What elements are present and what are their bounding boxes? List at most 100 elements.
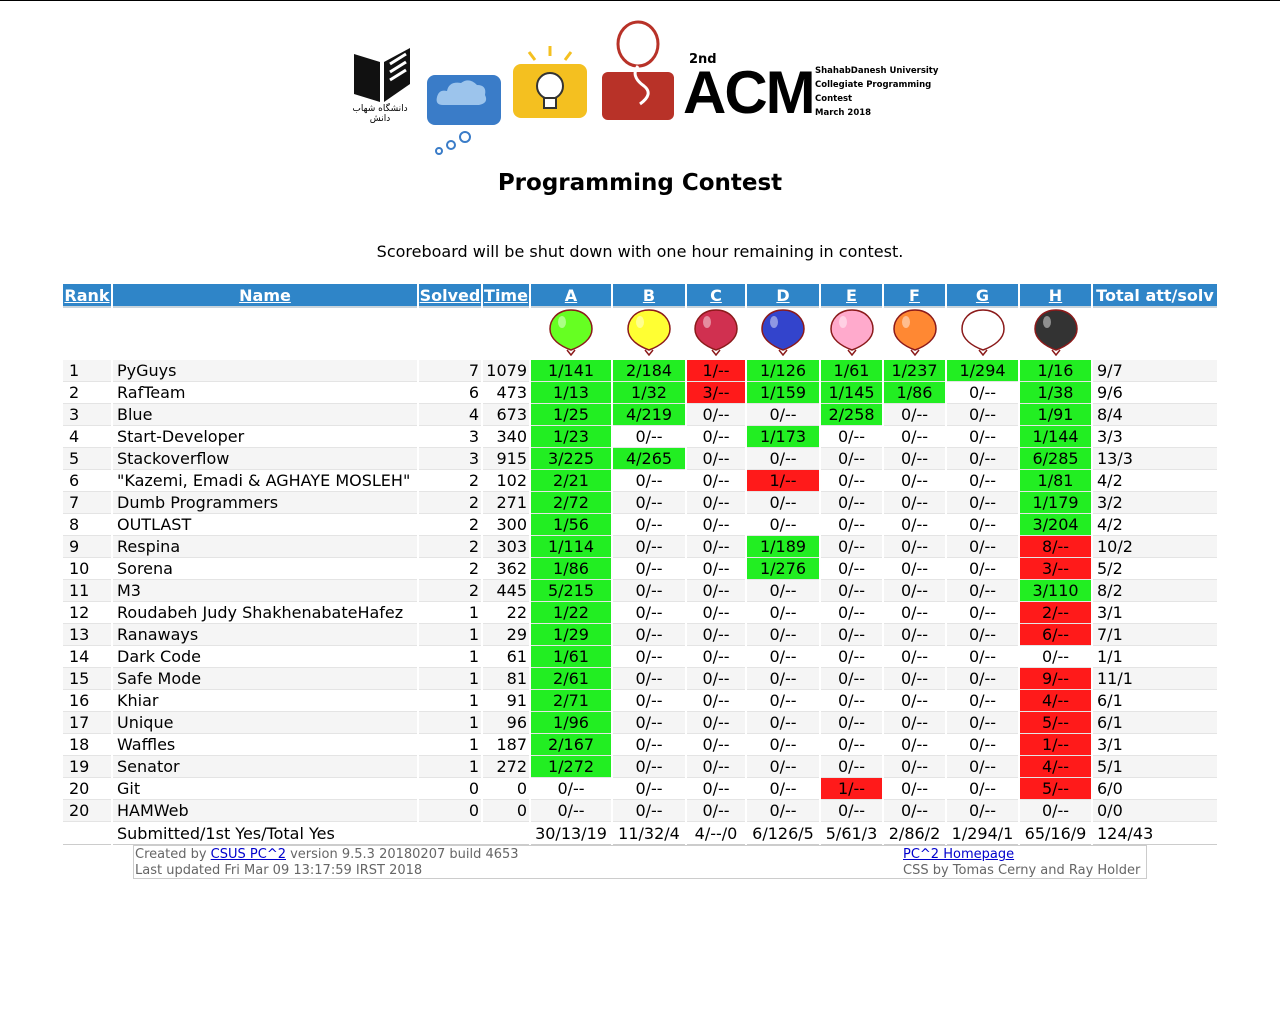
problem-b-result: 0/--: [613, 470, 685, 492]
solved-cell: 2: [419, 514, 481, 536]
rank-cell: 20: [63, 800, 111, 822]
column-header-problem-f[interactable]: F: [884, 284, 945, 308]
problem-a-result: 1/96: [531, 712, 611, 734]
problem-d-result: 0/--: [747, 580, 819, 602]
problem-d-result: 1/126: [747, 360, 819, 382]
column-header-problem-g[interactable]: G: [947, 284, 1018, 308]
column-header-problem-b[interactable]: B: [613, 284, 685, 308]
problem-c-result: 0/--: [687, 778, 745, 800]
problem-c-result: 0/--: [687, 800, 745, 822]
problem-d-result: 1/276: [747, 558, 819, 580]
total-cell: 6/1: [1093, 712, 1217, 734]
problem-a-result: 1/141: [531, 360, 611, 382]
problem-d-result: 1/173: [747, 426, 819, 448]
solved-cell: 0: [419, 778, 481, 800]
balloon-c-icon: [694, 309, 738, 357]
solved-cell: 6: [419, 382, 481, 404]
problem-a-result: 1/13: [531, 382, 611, 404]
problem-e-result: 0/--: [821, 514, 882, 536]
acm-edition: 2nd: [689, 52, 717, 67]
problem-h-result: 1/38: [1020, 382, 1091, 404]
problem-d-result: 0/--: [747, 712, 819, 734]
time-cell: 303: [483, 536, 529, 558]
acm-logo: 2nd ACM ShahabDanesh University Collegia…: [683, 52, 938, 142]
sort-link-solved[interactable]: Solved: [419, 285, 481, 305]
table-row: 2 RafTeam 6 473 1/13 1/32 3/-- 1/159 1/145 1/86 0/…: [63, 382, 1217, 404]
grand-total: 124/43: [1093, 822, 1217, 845]
column-header-problem-h[interactable]: H: [1020, 284, 1091, 308]
table-row: 5 Stackoverflow 3 915 3/225 4/265 0/-- 0/-- 0/--…: [63, 448, 1217, 470]
column-header-name[interactable]: Name: [113, 284, 417, 308]
table-row: 19 Senator 1 272 1/272 0/-- 0/-- 0/-- 0/-- 0/-- 0/…: [63, 756, 1217, 778]
table-row: 15 Safe Mode 1 81 2/61 0/-- 0/-- 0/-- 0/-- 0/-- 0/…: [63, 668, 1217, 690]
problem-c-total: 4/--/0: [687, 822, 745, 845]
problem-g-result: 0/--: [947, 470, 1018, 492]
problem-link-e[interactable]: E: [846, 285, 857, 305]
problem-g-result: 0/--: [947, 382, 1018, 404]
sort-link-time[interactable]: Time: [484, 285, 528, 305]
problem-h-result: 8/--: [1020, 536, 1091, 558]
table-row: 16 Khiar 1 91 2/71 0/-- 0/-- 0/-- 0/-- 0/-- 0/-- 4/…: [63, 690, 1217, 712]
problem-g-result: 0/--: [947, 690, 1018, 712]
column-header-rank[interactable]: Rank: [63, 284, 111, 308]
column-header-problem-a[interactable]: A: [531, 284, 611, 308]
csus-pc2-link[interactable]: CSUS PC^2: [210, 847, 286, 862]
problem-e-result: 0/--: [821, 580, 882, 602]
time-cell: 915: [483, 448, 529, 470]
problem-e-result: 0/--: [821, 492, 882, 514]
rank-cell: 18: [63, 734, 111, 756]
sort-link-name[interactable]: Name: [239, 285, 291, 305]
total-cell: 10/2: [1093, 536, 1217, 558]
total-cell: 5/2: [1093, 558, 1217, 580]
sort-link-rank[interactable]: Rank: [64, 285, 110, 305]
team-name-cell: HAMWeb: [113, 800, 417, 822]
header-row: Rank Name Solved Time A B C D E F G H To…: [63, 284, 1217, 308]
problem-link-g[interactable]: G: [975, 285, 990, 305]
problem-a-result: 2/72: [531, 492, 611, 514]
total-cell: 11/1: [1093, 668, 1217, 690]
balloon-h-icon: [1033, 309, 1078, 357]
column-header-solved[interactable]: Solved: [419, 284, 481, 308]
problem-link-d[interactable]: D: [776, 285, 790, 305]
problem-g-result: 0/--: [947, 448, 1018, 470]
footer: Created by CSUS PC^2 version 9.5.3 20180…: [133, 845, 1147, 879]
light-bulb-icon: [513, 46, 587, 118]
column-header-problem-d[interactable]: D: [747, 284, 819, 308]
time-cell: 0: [483, 800, 529, 822]
problem-b-result: 0/--: [613, 492, 685, 514]
problem-a-result: 2/61: [531, 668, 611, 690]
column-header-problem-e[interactable]: E: [821, 284, 882, 308]
pc2-homepage-link[interactable]: PC^2 Homepage: [903, 847, 1015, 862]
problem-d-result: 1/--: [747, 470, 819, 492]
problem-h-result: 1/16: [1020, 360, 1091, 382]
table-row: 6 "Kazemi, Emadi & AGHAYE MOSLEH" 2 102 2/21…: [63, 470, 1217, 492]
problem-b-result: 0/--: [613, 712, 685, 734]
problem-f-result: 0/--: [884, 492, 945, 514]
table-row: 1 PyGuys 7 1079 1/141 2/184 1/-- 1/126 1/61 1/237…: [63, 360, 1217, 382]
acm-info-line: March 2018: [815, 108, 872, 118]
time-cell: 300: [483, 514, 529, 536]
problem-b-result: 0/--: [613, 734, 685, 756]
rank-cell: 9: [63, 536, 111, 558]
problem-e-total: 5/61/3: [821, 822, 882, 845]
problem-e-result: 0/--: [821, 558, 882, 580]
problem-link-b[interactable]: B: [642, 285, 656, 305]
problem-b-result: 0/--: [613, 536, 685, 558]
rank-cell: 5: [63, 448, 111, 470]
problem-f-result: 0/--: [884, 800, 945, 822]
problem-b-result: 0/--: [613, 602, 685, 624]
problem-link-c[interactable]: C: [710, 285, 722, 305]
problem-d-result: 0/--: [747, 448, 819, 470]
column-header-time[interactable]: Time: [483, 284, 529, 308]
problem-g-result: 0/--: [947, 800, 1018, 822]
rank-cell: 20: [63, 778, 111, 800]
problem-e-result: 1/61: [821, 360, 882, 382]
team-name-cell: Dumb Programmers: [113, 492, 417, 514]
problem-link-a[interactable]: A: [564, 285, 578, 305]
problem-c-result: 0/--: [687, 558, 745, 580]
rank-cell: 16: [63, 690, 111, 712]
column-header-problem-c[interactable]: C: [687, 284, 745, 308]
problem-link-h[interactable]: H: [1048, 285, 1063, 305]
rank-cell: 4: [63, 426, 111, 448]
problem-link-f[interactable]: F: [909, 285, 920, 305]
